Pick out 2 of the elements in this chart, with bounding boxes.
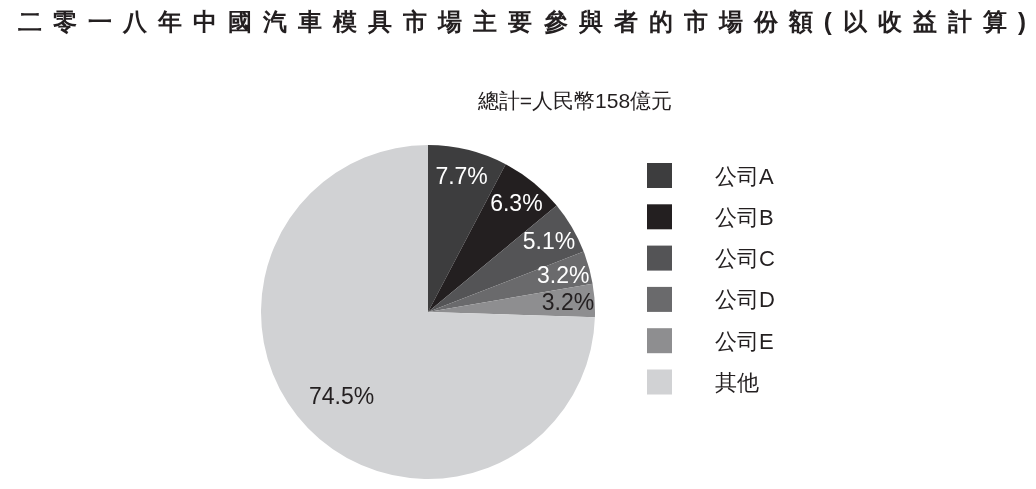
subtitle: 總計=人民幣158億元	[477, 89, 673, 112]
title: 二零一八年中國汽車模具市場主要參與者的市場份額(以收益計算)	[18, 8, 1026, 35]
